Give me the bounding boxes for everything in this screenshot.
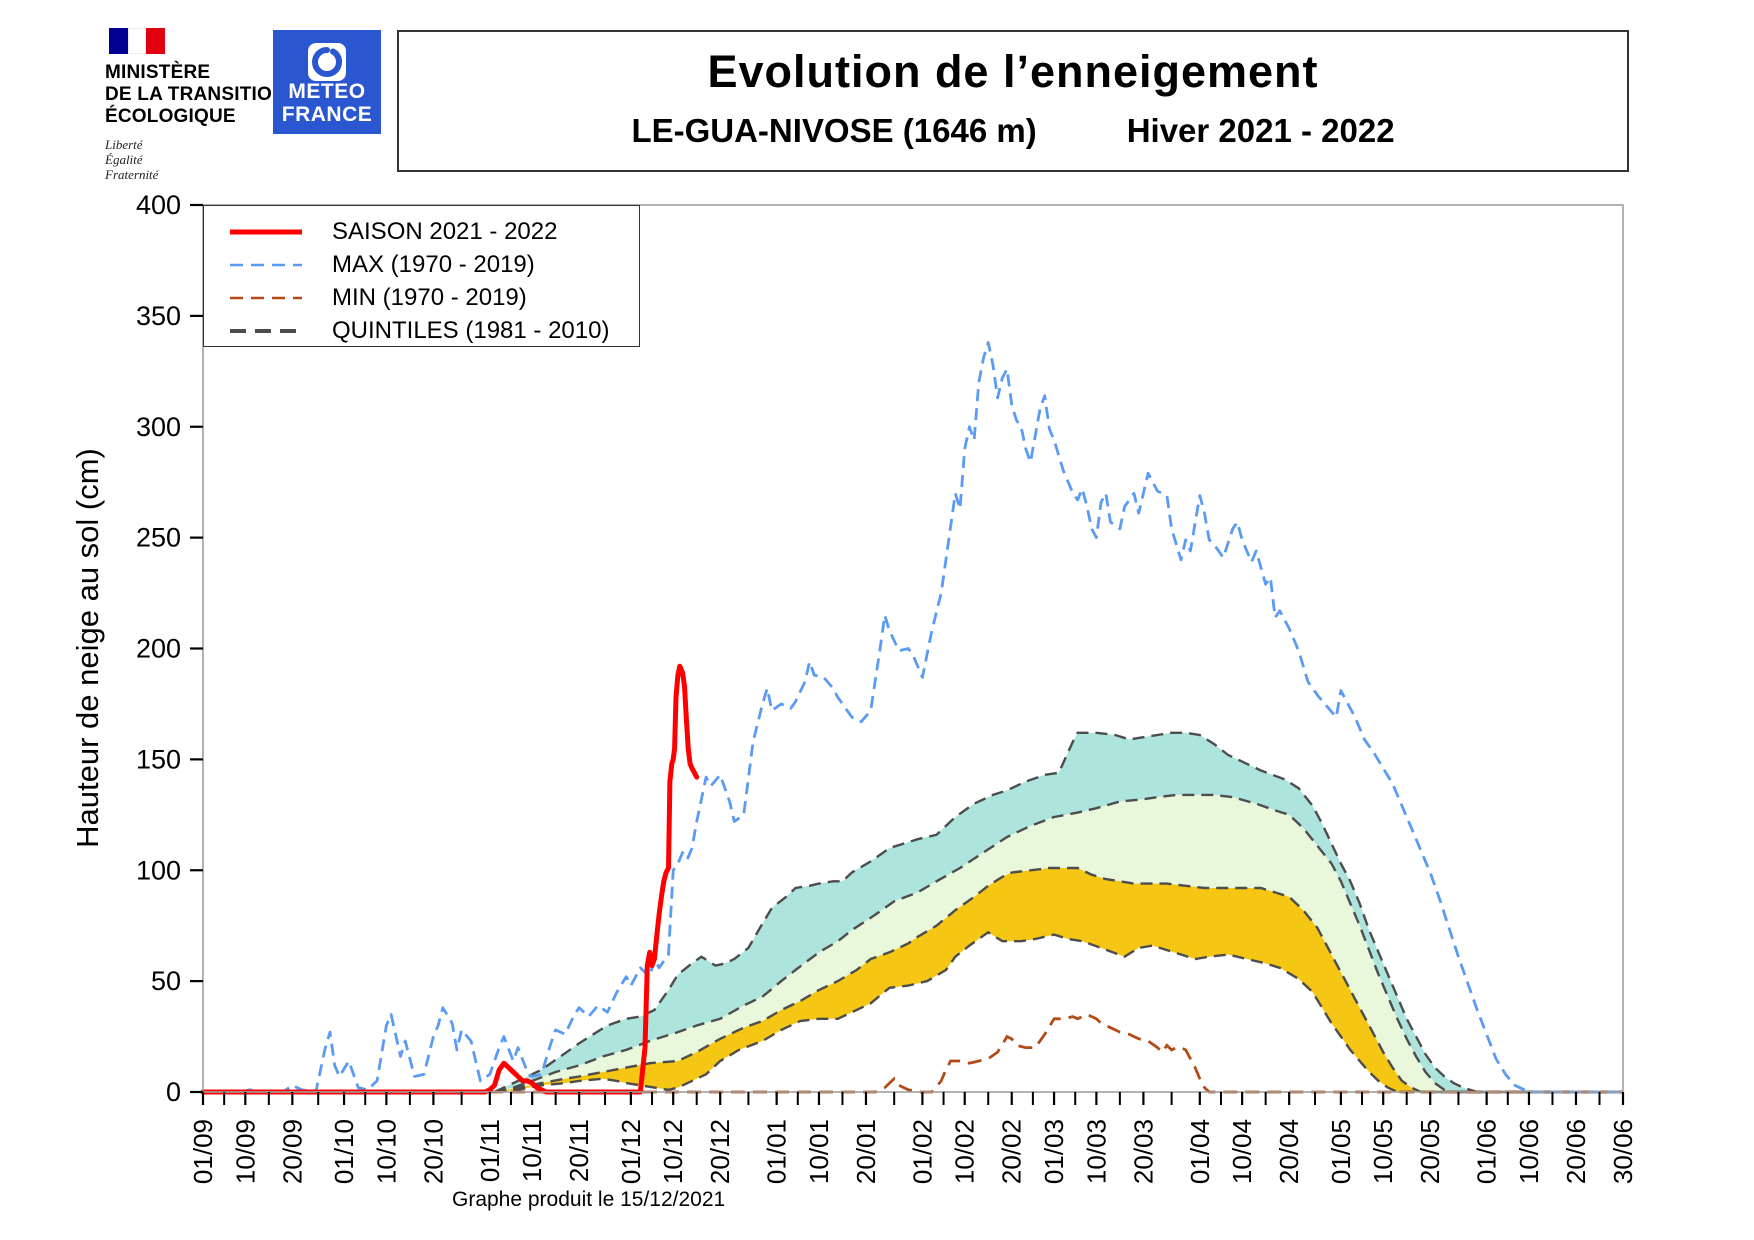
- meteo-france-line1: METEO: [288, 80, 366, 103]
- flag-blue: [109, 28, 128, 54]
- legend-label-quintiles: QUINTILES (1981 - 2010): [332, 316, 610, 344]
- x-axis-tick-label: 20/01: [851, 1119, 881, 1184]
- x-axis-tick-label: 10/10: [371, 1119, 401, 1184]
- legend-item-quintiles: QUINTILES (1981 - 2010): [204, 314, 639, 347]
- x-axis-tick-label: 01/09: [188, 1119, 218, 1184]
- x-axis-tick-label: 10/03: [1081, 1119, 1111, 1184]
- y-axis-tick-label: 0: [166, 1077, 181, 1107]
- meteo-france-logo: METEO FRANCE: [273, 30, 381, 134]
- flag-red: [146, 28, 165, 54]
- x-axis-tick-label: 20/03: [1128, 1119, 1158, 1184]
- min-line-sample-icon: [230, 296, 302, 299]
- chart-title: Evolution de l’enneigement: [707, 46, 1319, 97]
- x-axis-tick-label: 01/01: [762, 1119, 792, 1184]
- quintile-band-40-60: [494, 794, 1623, 1092]
- ministry-name: MINISTÈRE DE LA TRANSITION ÉCOLOGIQUE: [105, 62, 290, 128]
- max-line-sample-icon: [230, 263, 302, 266]
- y-axis-title: Hauteur de neige au sol (cm): [70, 448, 105, 848]
- x-axis-tick-label: 10/11: [517, 1119, 547, 1182]
- motto-line1: Liberté: [105, 137, 143, 152]
- x-axis-tick-label: 01/04: [1185, 1119, 1215, 1184]
- ministry-logo: MINISTÈRE DE LA TRANSITION ÉCOLOGIQUE Li…: [105, 28, 290, 182]
- legend-label-min: MIN (1970 - 2019): [332, 283, 527, 311]
- meteo-france-line2: FRANCE: [281, 103, 373, 126]
- x-axis-tick-label: 10/04: [1227, 1119, 1257, 1184]
- season-label: Hiver 2021 - 2022: [1126, 112, 1395, 149]
- y-axis-tick-label: 50: [151, 966, 181, 996]
- x-axis-tick-label: 01/06: [1472, 1119, 1502, 1184]
- y-axis-tick-label: 200: [136, 634, 181, 664]
- x-axis-tick-label: 01/02: [907, 1119, 937, 1184]
- x-axis-tick-label: 01/12: [616, 1119, 646, 1184]
- legend-item-min: MIN (1970 - 2019): [204, 281, 639, 314]
- meteo-france-swirl-icon: [308, 43, 346, 81]
- ministry-name-line3: ÉCOLOGIQUE: [105, 106, 236, 127]
- x-axis-tick-label: 20/11: [564, 1119, 594, 1182]
- x-axis-tick-label: 20/04: [1274, 1119, 1304, 1184]
- legend-item-max: MAX (1970 - 2019): [204, 248, 639, 281]
- x-axis-tick-label: 10/01: [804, 1119, 834, 1184]
- x-axis-tick-label: 30/06: [1608, 1119, 1638, 1184]
- quintiles-line-sample-icon: [230, 328, 302, 333]
- motto-line3: Fraternité: [105, 167, 159, 182]
- x-axis-tick-label: 20/12: [705, 1119, 735, 1184]
- x-axis-tick-label: 10/12: [658, 1119, 688, 1184]
- y-axis-tick-label: 350: [136, 301, 181, 331]
- chart-title-box: Evolution de l’enneigement LE-GUA-NIVOSE…: [397, 30, 1629, 172]
- x-axis-tick-label: 01/10: [329, 1119, 359, 1184]
- x-axis-tick-label: 01/05: [1326, 1119, 1356, 1184]
- ministry-name-line2: DE LA TRANSITION: [105, 84, 286, 105]
- x-axis-tick-label: 20/02: [997, 1119, 1027, 1184]
- footer-caption: Graphe produit le 15/12/2021: [452, 1188, 726, 1211]
- y-axis-tick-label: 400: [136, 190, 181, 220]
- x-axis-tick-label: 20/10: [418, 1119, 448, 1184]
- legend-label-max: MAX (1970 - 2019): [332, 250, 535, 278]
- flag-white: [127, 28, 147, 54]
- legend-label-saison: SAISON 2021 - 2022: [332, 217, 558, 245]
- x-axis-tick-label: 20/09: [277, 1119, 307, 1184]
- y-axis-tick-label: 100: [136, 855, 181, 885]
- chart-subtitle: LE-GUA-NIVOSE (1646 m) Hiver 2021 - 2022: [399, 112, 1627, 150]
- french-flag-icon: [109, 28, 165, 54]
- x-axis-tick-label: 20/06: [1561, 1119, 1591, 1184]
- x-axis-tick-label: 10/06: [1514, 1119, 1544, 1184]
- legend-box: SAISON 2021 - 2022 MAX (1970 - 2019) MIN…: [203, 205, 640, 347]
- x-axis-tick-label: 10/02: [950, 1119, 980, 1184]
- y-axis-tick-label: 300: [136, 412, 181, 442]
- legend-item-saison: SAISON 2021 - 2022: [204, 215, 639, 248]
- motto-line2: Égalité: [105, 152, 143, 167]
- x-axis-tick-label: 20/05: [1415, 1119, 1445, 1184]
- saison-line-sample-icon: [230, 229, 302, 234]
- station-name: LE-GUA-NIVOSE (1646 m): [631, 112, 1037, 149]
- y-axis-tick-label: 150: [136, 744, 181, 774]
- x-axis-tick-label: 01/11: [475, 1119, 505, 1182]
- meteo-france-wordmark: METEO FRANCE: [282, 80, 373, 126]
- x-axis-tick-label: 01/03: [1039, 1119, 1069, 1184]
- ministry-motto: Liberté Égalité Fraternité: [105, 137, 290, 182]
- x-axis-tick-label: 10/05: [1368, 1119, 1398, 1184]
- y-axis-tick-label: 250: [136, 523, 181, 553]
- ministry-name-line1: MINISTÈRE: [105, 62, 211, 83]
- x-axis-tick-label: 10/09: [230, 1119, 260, 1184]
